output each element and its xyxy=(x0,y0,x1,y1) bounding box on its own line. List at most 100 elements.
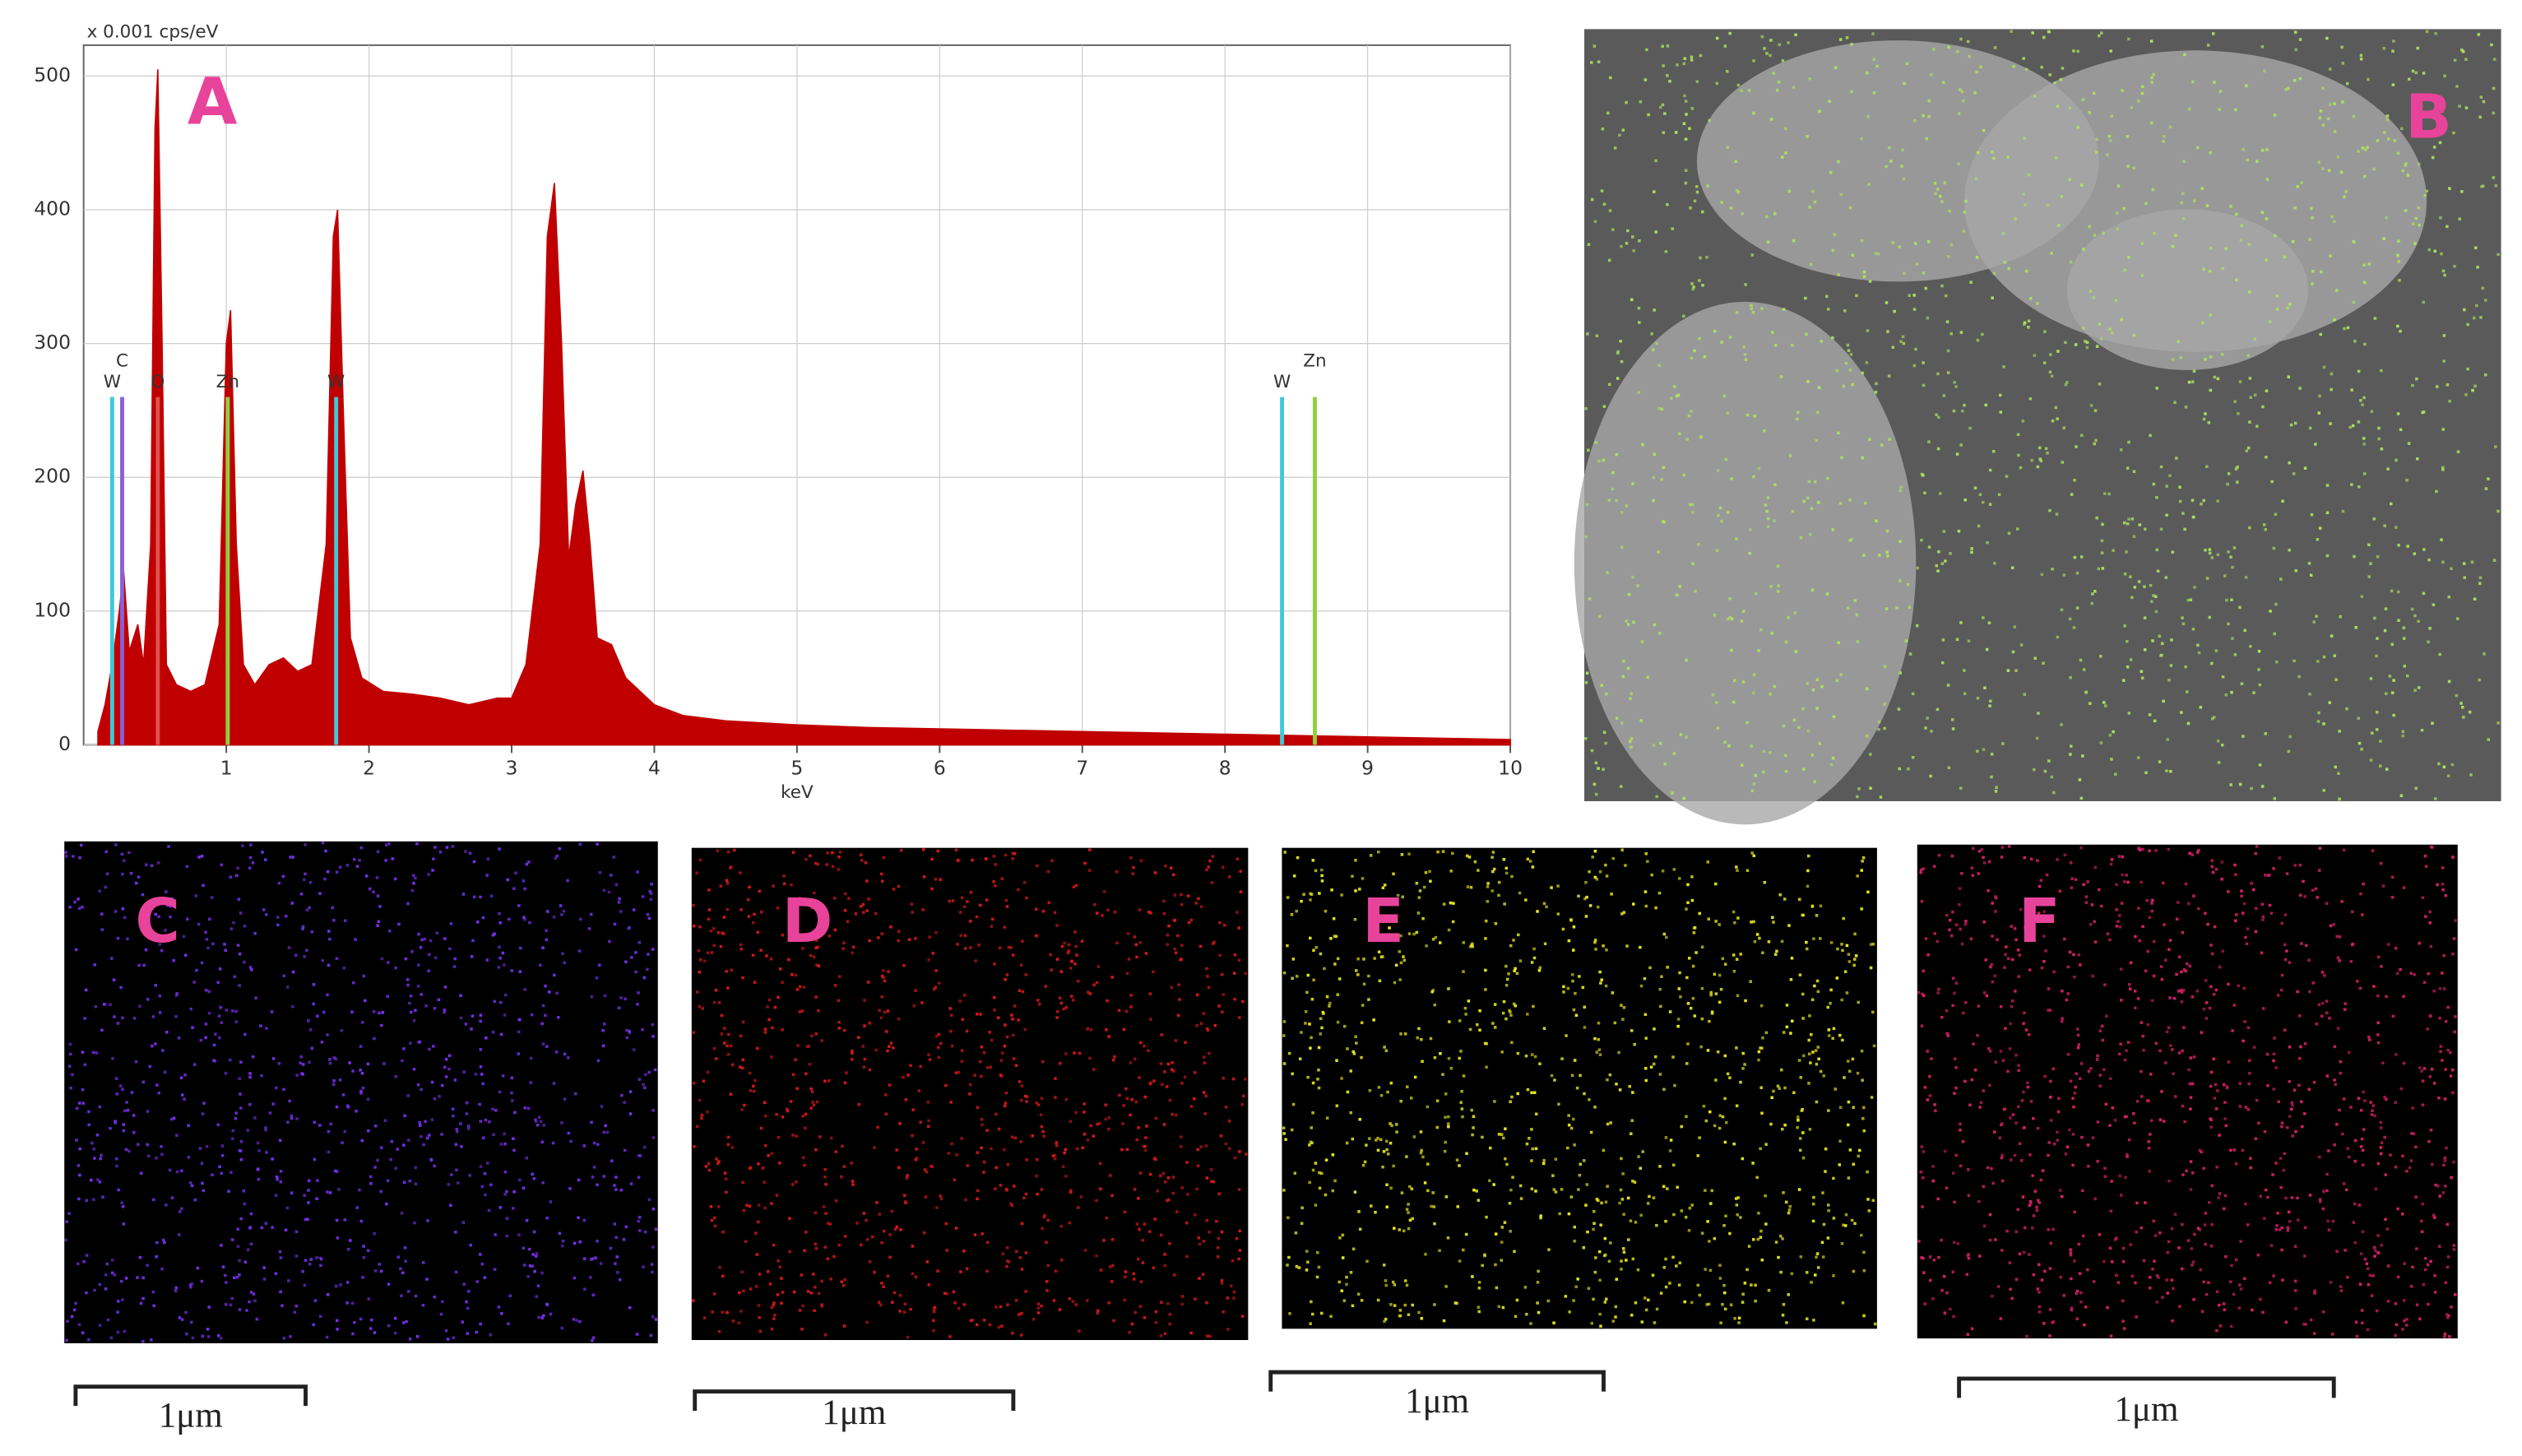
map-dot xyxy=(1646,1202,1650,1205)
map-dot xyxy=(2077,1242,2081,1246)
map-dot xyxy=(2316,660,2320,663)
map-dot xyxy=(2060,723,2063,726)
map-dot xyxy=(1398,1314,1402,1318)
map-dot xyxy=(1927,440,1931,443)
map-dot xyxy=(2042,361,2047,364)
map-dot xyxy=(377,920,381,924)
map-dot xyxy=(180,1318,184,1321)
element-label: W xyxy=(327,372,345,392)
map-dot xyxy=(1594,1256,1597,1259)
map-dot xyxy=(2191,80,2195,84)
map-dot xyxy=(1206,1028,1210,1032)
map-dot xyxy=(1129,856,1133,860)
map-dot xyxy=(2141,925,2144,929)
map-dot xyxy=(1745,413,1750,417)
map-dot xyxy=(406,902,410,906)
map-dot xyxy=(647,953,650,956)
map-dot xyxy=(1902,177,1906,181)
map-dot xyxy=(1903,81,1906,86)
map-dot xyxy=(359,1045,363,1048)
map-dot xyxy=(850,1162,853,1165)
map-dot xyxy=(1193,1213,1197,1217)
map-dot xyxy=(2011,1113,2015,1116)
map-dot xyxy=(2095,137,2098,141)
map-dot xyxy=(1222,1076,1226,1080)
map-dot xyxy=(1954,385,1958,388)
map-dot xyxy=(1699,1045,1703,1049)
map-dot xyxy=(1199,905,1203,909)
map-dot xyxy=(862,1065,866,1069)
map-dot xyxy=(1170,1068,1174,1072)
map-dot xyxy=(886,1049,889,1053)
map-dot xyxy=(1676,1185,1679,1189)
map-dot xyxy=(2209,388,2213,392)
map-dot xyxy=(132,1017,137,1020)
map-dot xyxy=(742,1289,745,1292)
map-dot xyxy=(1055,1141,1059,1144)
map-dot xyxy=(276,923,280,927)
map-dot xyxy=(2204,1292,2209,1296)
map-dot xyxy=(2116,184,2121,188)
map-dot xyxy=(2473,384,2477,388)
map-dot xyxy=(87,1123,90,1127)
map-dot xyxy=(2181,216,2186,220)
map-dot xyxy=(1050,859,1054,863)
map-dot xyxy=(1999,1317,2003,1320)
map-dot xyxy=(795,1180,798,1184)
map-dot xyxy=(1951,1171,1955,1175)
map-dot xyxy=(264,1222,268,1226)
map-dot xyxy=(2050,252,2053,255)
map-dot xyxy=(2132,166,2135,169)
map-dot xyxy=(2232,546,2237,549)
map-dot xyxy=(90,1178,93,1182)
map-dot xyxy=(1625,944,1629,948)
map-dot xyxy=(1820,1240,1824,1245)
map-dot xyxy=(2413,242,2417,245)
map-dot xyxy=(1912,119,1917,123)
map-dot xyxy=(2033,95,2037,98)
map-dot xyxy=(1885,165,1888,169)
map-dot xyxy=(1004,978,1007,981)
map-dot xyxy=(2238,380,2242,383)
map-dot xyxy=(2414,71,2418,75)
map-dot xyxy=(1449,901,1453,905)
map-dot xyxy=(767,998,772,1002)
map-dot xyxy=(868,1260,872,1264)
map-dot xyxy=(1509,944,1513,948)
map-dot xyxy=(2391,83,2395,86)
map-dot xyxy=(2419,105,2423,109)
map-dot xyxy=(2385,114,2390,118)
map-dot xyxy=(2150,600,2153,603)
map-dot xyxy=(461,893,466,896)
map-dot xyxy=(960,1060,964,1064)
map-dot xyxy=(1539,1216,1542,1220)
map-dot xyxy=(1963,211,1967,214)
map-dot xyxy=(1588,597,1592,600)
map-dot xyxy=(1237,926,1240,930)
map-dot xyxy=(758,889,762,893)
map-dot xyxy=(1988,503,1992,506)
map-dot xyxy=(98,889,101,893)
map-dot xyxy=(809,953,813,958)
map-dot xyxy=(2481,184,2485,188)
map-dot xyxy=(1135,1222,1139,1226)
map-dot xyxy=(2421,1079,2425,1083)
map-dot xyxy=(75,1138,78,1142)
map-dot xyxy=(1576,1277,1579,1281)
map-dot xyxy=(968,1092,971,1096)
map-dot xyxy=(2007,531,2011,536)
map-dot xyxy=(1133,935,1137,939)
map-dot xyxy=(759,948,763,952)
map-dot xyxy=(2494,445,2497,448)
map-dot xyxy=(1011,856,1014,860)
map-dot xyxy=(1245,1152,1248,1156)
map-dot xyxy=(992,855,996,858)
map-dot xyxy=(2153,719,2157,723)
map-dot xyxy=(265,1027,268,1030)
map-dot xyxy=(1026,1095,1029,1099)
map-dot xyxy=(1759,1086,1763,1090)
map-dot xyxy=(1306,1260,1310,1264)
map-dot xyxy=(522,916,526,919)
map-dot xyxy=(1166,943,1169,946)
map-dot xyxy=(433,956,438,960)
